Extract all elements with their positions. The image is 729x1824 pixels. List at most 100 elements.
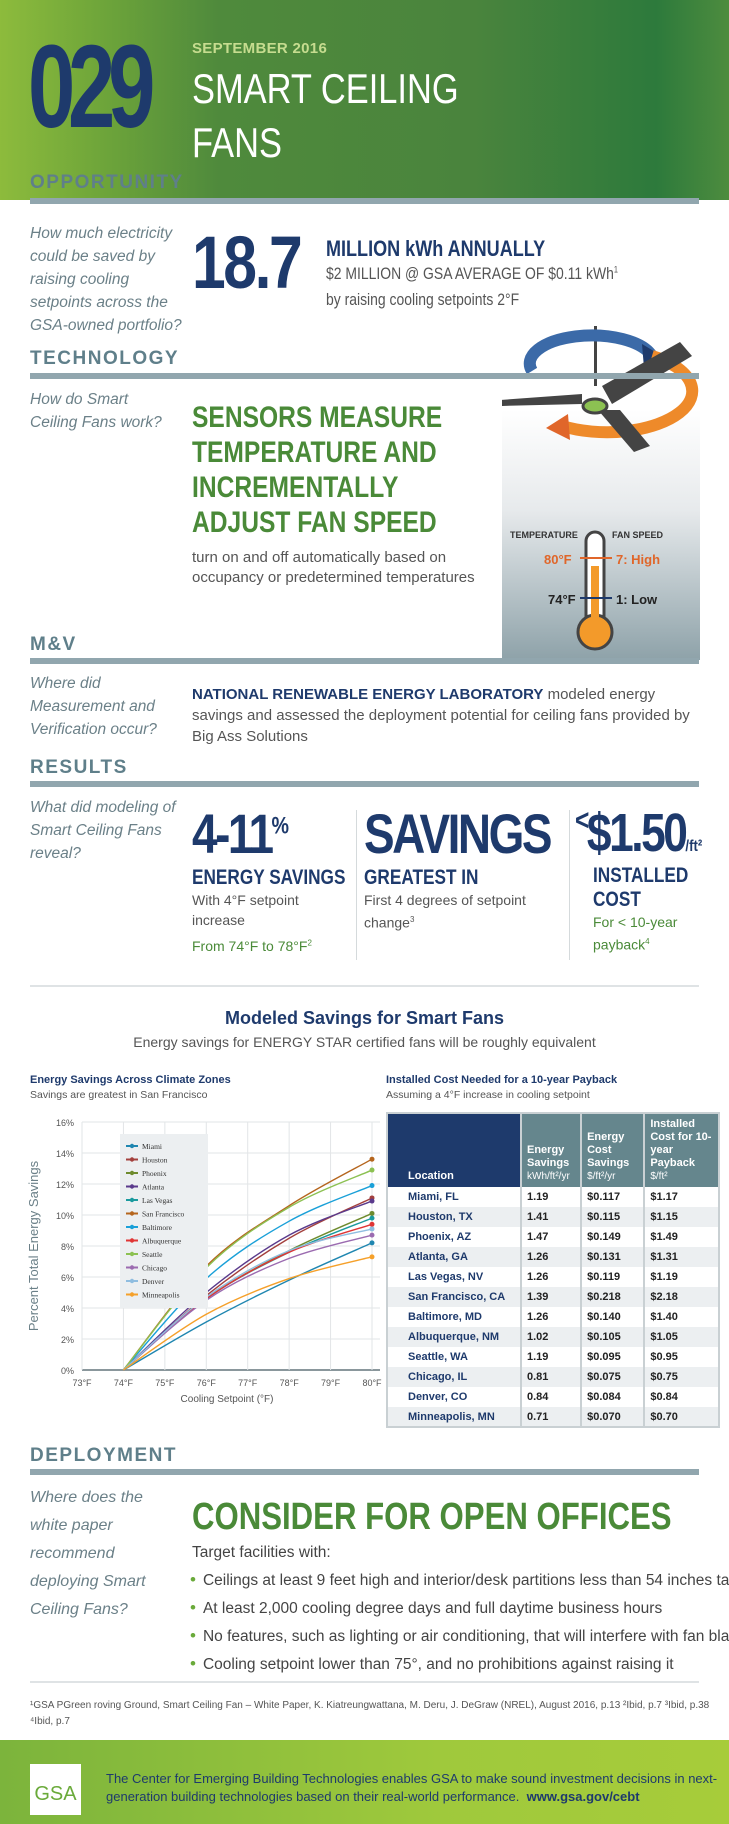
divider [30, 1681, 699, 1683]
table-cell: $0.84 [643, 1387, 719, 1407]
series-line-denver [122, 1228, 373, 1371]
x-axis-label: Cooling Setpoint (°F) [181, 1394, 274, 1405]
table-cell: $1.40 [643, 1307, 719, 1327]
x-tick-label: 77°F [238, 1378, 258, 1388]
table-cell: 1.19 [519, 1187, 582, 1207]
result-savings-greatest: SAVINGS GREATEST IN First 4 degrees of s… [364, 802, 553, 931]
table-cell: 0.84 [519, 1387, 582, 1407]
x-tick-label: 80°F [362, 1378, 382, 1388]
data-point [369, 1167, 375, 1173]
footnote-1: ¹GSA PGreen roving Ground, Smart Ceiling… [30, 1700, 710, 1711]
y-tick-label: 4% [61, 1304, 74, 1314]
x-tick-label: 73°F [72, 1378, 92, 1388]
y-tick-label: 14% [56, 1149, 74, 1159]
column-header: Energy Savings kWh/ft²/yr [519, 1113, 582, 1187]
footer-link[interactable]: www.gsa.gov/cebt [526, 1789, 640, 1804]
section-heading-results: RESULTS [30, 757, 128, 778]
chart-title: Energy Savings Across Climate Zones [30, 1074, 231, 1086]
section-divider [30, 781, 699, 787]
opportunity-line1: $2 MILLION @ GSA AVERAGE OF $0.11 kWh1 [326, 264, 619, 283]
table-row: Seattle, WA 1.19 $0.095 $0.95 [386, 1347, 719, 1367]
section-divider [30, 198, 699, 204]
table-cell: $0.218 [580, 1287, 645, 1307]
legend-label: Las Vegas [142, 1196, 173, 1205]
table-row: Minneapolis, MN 0.71 $0.070 $0.70 [386, 1407, 719, 1427]
legend-label: Seattle [142, 1250, 163, 1259]
bullet-item: Cooling setpoint lower than 75°, and no … [190, 1654, 674, 1674]
table-cell: Miami, FL [386, 1187, 521, 1207]
legend-label: Atlanta [142, 1183, 165, 1192]
legend-marker [129, 1292, 135, 1297]
table-cell: $1.05 [643, 1327, 719, 1347]
table-cell: $0.070 [580, 1407, 645, 1427]
legend-marker [129, 1224, 135, 1230]
fan-speed-label: FAN SPEED [612, 530, 664, 540]
table-cell: $0.115 [580, 1207, 645, 1227]
x-tick-label: 78°F [280, 1378, 300, 1388]
table-cell: $0.140 [580, 1307, 645, 1327]
data-point [369, 1232, 375, 1238]
section-divider [30, 1469, 699, 1475]
opportunity-unit: MILLION kWh ANNUALLY [326, 236, 546, 261]
footnote-2: ⁴Ibid, p.7 [30, 1716, 70, 1727]
high-temp: 80°F [544, 552, 572, 567]
y-tick-label: 0% [61, 1366, 74, 1376]
legend-label: Albuquerque [142, 1237, 182, 1246]
low-temp: 74°F [548, 592, 576, 607]
legend-marker [129, 1157, 135, 1162]
legend-label: Houston [142, 1156, 168, 1165]
section-heading-deployment: DEPLOYMENT [30, 1445, 177, 1466]
page-title: SMART CEILING FANS [192, 65, 459, 166]
table-cell: Phoenix, AZ [386, 1227, 521, 1247]
table-cell: 1.41 [519, 1207, 582, 1227]
result-installed-cost: <$1.50/ft² INSTALLED COST For < 10-year … [575, 803, 703, 953]
data-point [369, 1215, 375, 1221]
x-tick-label: 79°F [321, 1378, 341, 1388]
table-cell: $1.17 [643, 1187, 719, 1207]
deployment-question: Where does the white paper recommend dep… [30, 1489, 146, 1618]
data-point [369, 1254, 375, 1260]
footer-text: The Center for Emerging Building Technol… [106, 1771, 718, 1804]
y-tick-label: 12% [56, 1180, 74, 1190]
technology-headline: SENSORS MEASURE TEMPERATURE AND INCREMEN… [192, 401, 443, 539]
table-cell: San Francisco, CA [386, 1287, 521, 1307]
table-cell: 0.71 [519, 1407, 582, 1427]
data-point [369, 1210, 375, 1216]
legend-label: Minneapolis [142, 1291, 180, 1300]
section-heading-technology: TECHNOLOGY [30, 348, 180, 369]
table-row: San Francisco, CA 1.39 $0.218 $2.18 [386, 1287, 719, 1307]
table-cell: $0.149 [580, 1227, 645, 1247]
chart-subtitle: Savings are greatest in San Francisco [30, 1089, 208, 1101]
data-point [369, 1221, 375, 1227]
bullet-item: At least 2,000 cooling degree days and f… [190, 1598, 662, 1618]
table-row: Atlanta, GA 1.26 $0.131 $1.31 [386, 1247, 719, 1267]
opportunity-question: How much electricity could be saved by r… [30, 225, 182, 334]
x-tick-label: 74°F [114, 1378, 134, 1388]
table-row: Las Vegas, NV 1.26 $0.119 $1.19 [386, 1267, 719, 1287]
bullet-item: Ceilings at least 9 feet high and interi… [190, 1570, 729, 1590]
results-question: What did modeling of Smart Ceiling Fans … [30, 799, 176, 862]
table-cell: 1.19 [519, 1347, 582, 1367]
table-cell: Houston, TX [386, 1207, 521, 1227]
legend-marker [129, 1265, 135, 1270]
table-row: Baltimore, MD 1.26 $0.140 $1.40 [386, 1307, 719, 1327]
opportunity-line2: by raising cooling setpoints 2°F [326, 290, 520, 309]
bullet-item: No features, such as lighting or air con… [190, 1626, 729, 1646]
table-cell: Denver, CO [386, 1387, 521, 1407]
legend-marker [129, 1251, 135, 1257]
legend-marker [129, 1143, 135, 1149]
table-cell: $0.095 [580, 1347, 645, 1367]
table-title: Installed Cost Needed for a 10-year Payb… [386, 1074, 618, 1086]
x-tick-label: 76°F [197, 1378, 217, 1388]
table-cell: $1.31 [643, 1247, 719, 1267]
series-line-baltimore [122, 1184, 373, 1371]
table-cell: $0.75 [643, 1367, 719, 1387]
data-point [369, 1226, 375, 1232]
legend-label: Phoenix [142, 1169, 167, 1178]
mv-body: NATIONAL RENEWABLE ENERGY LABORATORY mod… [192, 686, 690, 745]
table-cell: Albuquerque, NM [386, 1327, 521, 1347]
legend-marker [129, 1278, 135, 1284]
y-tick-label: 16% [56, 1118, 74, 1128]
series-line-atlanta [122, 1200, 373, 1371]
table-row: Phoenix, AZ 1.47 $0.149 $1.49 [386, 1227, 719, 1247]
